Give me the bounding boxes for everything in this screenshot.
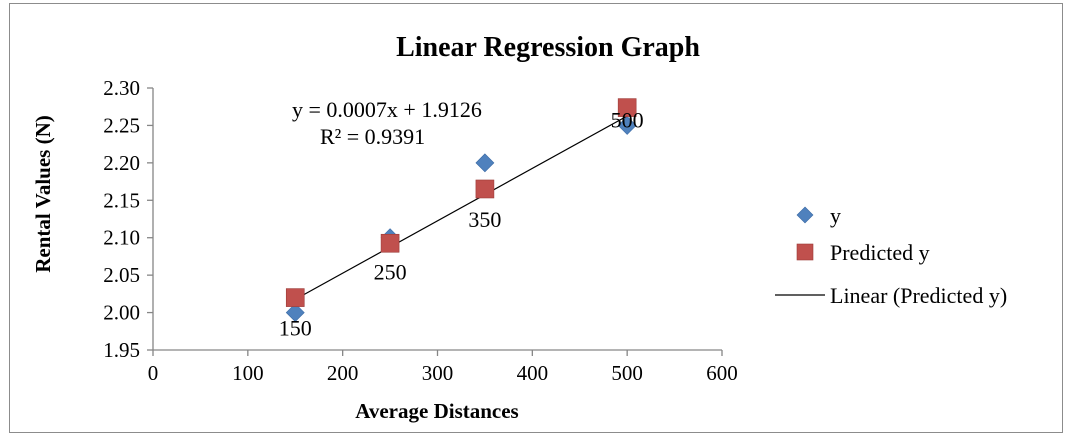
trendline — [294, 115, 628, 300]
y-tick-label: 2.30 — [103, 76, 140, 100]
predicted-y-point — [475, 179, 495, 199]
y-point — [475, 153, 495, 173]
data-marks: 150 250 350 500 — [279, 98, 644, 341]
legend: y Predicted y Linear (Predicted y) — [775, 203, 1007, 308]
y-axis-title: Rental Values (N) — [31, 115, 55, 273]
y-point — [285, 303, 305, 322]
x-tick-label: 500 — [611, 361, 643, 385]
y-tick-label: 2.05 — [103, 263, 140, 287]
y-tick-label: 2.00 — [103, 301, 140, 325]
r-squared-label: R² = 0.9391 — [320, 124, 425, 149]
predicted-y-point — [617, 98, 637, 117]
y-tick-label: 2.10 — [103, 226, 140, 250]
y-tick-label: 2.20 — [103, 151, 140, 175]
chart-frame: Linear Regression Graph Rental Values (N… — [9, 3, 1063, 433]
x-tick-label: 400 — [517, 361, 549, 385]
x-tick-label: 300 — [422, 361, 454, 385]
chart-title: Linear Regression Graph — [396, 32, 700, 63]
legend-predicted-marker — [796, 243, 814, 261]
x-tick-label: 600 — [706, 361, 738, 385]
predicted-y-point — [380, 233, 400, 253]
y-point — [617, 116, 637, 135]
x-tick-label: 100 — [232, 361, 264, 385]
axes: 1.95 2.00 2.05 2.10 2.15 2.20 2.25 2.30 0 100 200 3… — [103, 76, 738, 385]
y-tick-label: 2.15 — [103, 188, 140, 212]
y-tick-label: 2.25 — [103, 113, 140, 137]
chart-svg: Linear Regression Graph Rental Values (N… — [31, 32, 1007, 423]
equation-label: y = 0.0007x + 1.9126 — [292, 97, 482, 122]
data-label: 350 — [468, 207, 501, 232]
legend-predicted-label: Predicted y — [830, 240, 930, 265]
legend-y-marker — [796, 206, 814, 224]
legend-y-label: y — [830, 203, 841, 228]
data-label: 500 — [611, 108, 644, 133]
legend-linear-label: Linear (Predicted y) — [830, 283, 1007, 308]
x-axis-title: Average Distances — [355, 399, 518, 423]
data-label: 250 — [374, 259, 407, 284]
predicted-y-point — [285, 288, 305, 307]
x-tick-label: 200 — [327, 361, 359, 385]
x-tick-label: 0 — [148, 361, 159, 385]
y-tick-label: 1.95 — [103, 338, 140, 362]
data-label: 150 — [279, 316, 312, 341]
